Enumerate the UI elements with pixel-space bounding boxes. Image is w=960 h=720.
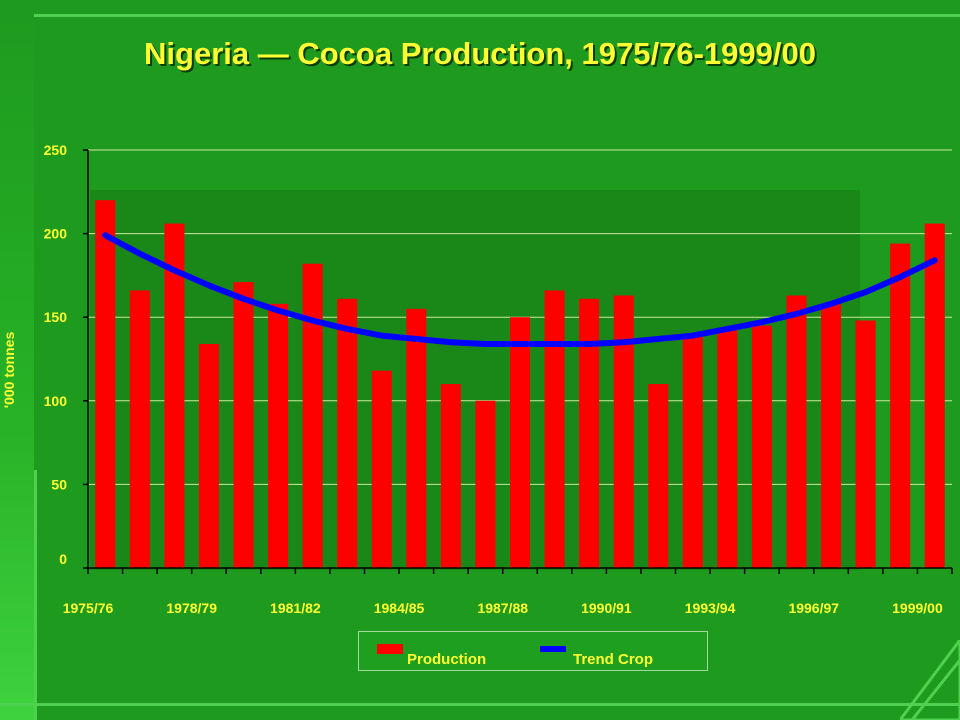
bar-1981/82	[302, 263, 323, 568]
bar-1980/81	[268, 303, 289, 568]
legend-label-production: Production	[407, 651, 487, 668]
trend-line	[102, 232, 938, 347]
bar-1976/77	[129, 290, 150, 568]
bar-1995/96	[786, 295, 807, 568]
bar-1998/99	[890, 243, 911, 568]
bar-1989/90	[579, 298, 600, 568]
bar-1985/86	[440, 384, 461, 568]
bar-1997/98	[855, 320, 876, 568]
y-axis-label: '000 tonnes	[1, 332, 17, 409]
bar-1999/00	[924, 223, 945, 568]
y-tick-label-250: 250	[44, 142, 68, 158]
y-tick-label-0: 0	[59, 551, 67, 567]
bar-1993/94	[717, 328, 738, 568]
legend-label-trend: Trend Crop	[573, 651, 654, 668]
bar-1979/80	[233, 282, 254, 568]
x-tick-label-1975/76: 1975/76	[63, 600, 114, 616]
bar-1990/91	[613, 295, 634, 568]
frame-left-line	[34, 470, 37, 720]
x-tick-label-1984/85: 1984/85	[374, 600, 425, 616]
x-tick-label-1996/97: 1996/97	[788, 600, 839, 616]
y-tick-label-50: 50	[51, 476, 67, 492]
bar-1982/83	[337, 298, 358, 568]
y-tick-label-150: 150	[44, 309, 68, 325]
bar-1994/95	[751, 325, 772, 568]
x-tick-label-1978/79: 1978/79	[166, 600, 217, 616]
frame-top-line	[0, 14, 960, 17]
bar-1991/92	[648, 384, 669, 568]
bar-1988/89	[544, 290, 565, 568]
bar-1992/93	[682, 333, 703, 568]
legend-swatch-production	[377, 644, 403, 654]
y-tick-label-100: 100	[44, 393, 68, 409]
bar-1987/88	[509, 317, 531, 568]
legend-swatch-trend	[540, 646, 566, 652]
chart-title: Nigeria — Cocoa Production, 1975/76-1999…	[144, 36, 816, 71]
frame-left-band	[0, 0, 34, 720]
bar-1984/85	[406, 308, 427, 568]
bar-1978/79	[198, 343, 219, 568]
bar-1986/87	[475, 400, 496, 568]
bar-1977/78	[164, 223, 185, 568]
frame-bottom-line	[0, 703, 960, 706]
bar-1983/84	[371, 370, 392, 568]
x-tick-label-1990/91: 1990/91	[581, 600, 632, 616]
x-tick-label-1999/00: 1999/00	[892, 600, 943, 616]
bar-1996/97	[821, 303, 842, 568]
corner-decoration	[900, 640, 960, 720]
x-tick-label-1987/88: 1987/88	[477, 600, 528, 616]
x-tick-label-1981/82: 1981/82	[270, 600, 321, 616]
x-tick-label-1993/94: 1993/94	[685, 600, 736, 616]
bar-1975/76	[95, 200, 116, 568]
legend: Production Trend Crop	[358, 631, 708, 671]
y-tick-label-200: 200	[44, 226, 68, 242]
